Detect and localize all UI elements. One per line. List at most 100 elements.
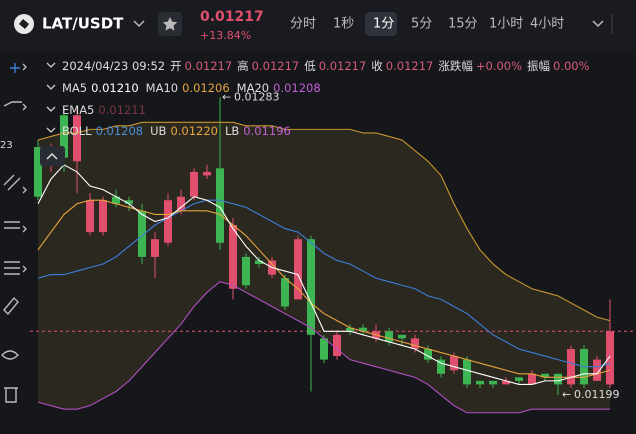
candle-body — [606, 331, 614, 385]
info-label: 开 — [170, 59, 182, 73]
candle-body — [411, 338, 419, 349]
candle-body — [294, 239, 302, 300]
ruler-tool[interactable] — [3, 296, 19, 316]
low-arrow: ← — [562, 388, 571, 401]
candle-body — [346, 327, 354, 332]
indicator-legend: BOLL 0.01208 UB 0.01220 LB 0.01196 — [62, 124, 291, 138]
candle-body — [307, 239, 315, 335]
candle-body — [73, 115, 81, 162]
interval-tabs: 分时 1秒 1分 5分 15分 1小时 4小时 — [290, 12, 564, 36]
candle-body — [515, 377, 523, 381]
low-marker: 0.01199 — [574, 388, 620, 401]
candle-body — [359, 327, 367, 332]
chart: ← 0.01283← 0.01199 — [30, 91, 636, 414]
line-tool[interactable] — [3, 101, 22, 107]
info-label: 高 — [237, 59, 249, 73]
candle-body — [437, 359, 445, 374]
indicator-name: MA5 — [62, 81, 87, 95]
row-toggle[interactable] — [46, 84, 56, 90]
row-toggle[interactable] — [46, 106, 56, 112]
visibility-tool[interactable] — [1, 350, 19, 360]
symbol[interactable]: LAT/USDT — [42, 15, 124, 33]
candle-body — [385, 331, 393, 342]
indicator-value: 0.01196 — [243, 124, 291, 138]
candle-body — [554, 373, 562, 385]
indicator-line — [37, 164, 611, 385]
interval-tab[interactable]: 5分 — [411, 17, 432, 32]
indicator-name: MA20 — [237, 81, 269, 95]
indicator-name: LB — [225, 124, 239, 138]
interval-tab[interactable]: 1小时 — [489, 17, 523, 32]
info-label: 收 — [371, 59, 383, 73]
candle-body — [476, 380, 484, 385]
candle-body — [190, 171, 198, 197]
info-label: 振幅 — [527, 59, 550, 73]
active-tab — [365, 12, 397, 36]
left-toolbar — [1, 63, 27, 403]
candle-body — [450, 356, 458, 371]
indicator-value: 0.01208 — [273, 81, 321, 95]
indicator-name: BOLL — [62, 124, 92, 138]
candle-body — [255, 260, 263, 264]
candle-body — [177, 196, 185, 211]
ohlc-info: 2024/04/23 09:52 开 0.01217 高 0.01217 低 0.01217… — [62, 59, 590, 73]
info-value: 0.01217 — [319, 59, 367, 73]
fib-tool[interactable] — [3, 174, 21, 191]
indicator-legend: EMA5 0.01211 — [62, 103, 146, 117]
candle-body — [229, 225, 237, 289]
candle-body — [99, 200, 107, 233]
candle-body — [398, 334, 406, 339]
candle-body — [463, 359, 471, 385]
price-change: +13.84% — [200, 29, 251, 42]
delete-tool[interactable] — [4, 387, 18, 403]
info-label: 低 — [304, 59, 316, 73]
info-label: 涨跌幅 — [438, 59, 473, 73]
candle-body — [164, 200, 172, 243]
interval-tab[interactable]: 15分 — [448, 17, 478, 32]
indicator-name: EMA5 — [62, 103, 94, 117]
indicator-legend: MA5 0.01210 MA10 0.01206 MA20 0.01208 — [62, 81, 321, 95]
channel-tool[interactable] — [4, 221, 20, 229]
info-value: 0.00% — [553, 59, 590, 73]
candle-body — [138, 210, 146, 257]
more-intervals[interactable] — [592, 20, 604, 28]
indicator-value: 0.01220 — [170, 124, 218, 138]
collapse-icon — [46, 152, 58, 160]
info-date: 2024/04/23 09:52 — [62, 59, 165, 73]
candle-body — [86, 200, 94, 233]
indicator-value: 0.01210 — [91, 81, 139, 95]
candle-body — [281, 278, 289, 307]
collapse-legend[interactable] — [40, 146, 65, 166]
header-bar — [0, 0, 636, 50]
candle-body — [320, 338, 328, 360]
last-price: 0.01217 — [200, 9, 264, 25]
crosshair-tool[interactable] — [10, 63, 20, 73]
info-value: 0.01217 — [185, 59, 233, 73]
interval-tab[interactable]: 分时 — [290, 17, 316, 32]
row-toggle[interactable] — [46, 127, 56, 133]
interval-tab[interactable]: 4小时 — [530, 17, 564, 32]
candle-body — [424, 348, 432, 360]
candle-body — [541, 373, 549, 378]
candle-body — [593, 359, 601, 381]
interval-tab[interactable]: 1分 — [373, 17, 394, 32]
candle-body — [112, 196, 120, 204]
chart-legend: 2024/04/23 09:52 开 0.01217 高 0.01217 低 0.01217… — [46, 59, 590, 138]
indicator-value: 0.01206 — [182, 81, 230, 95]
candle-body — [489, 380, 497, 385]
candle-body — [528, 373, 536, 385]
symbol-dropdown[interactable] — [133, 20, 145, 28]
toolbar-label: 23 — [0, 140, 13, 151]
candle-body — [151, 239, 159, 257]
candle-body — [242, 256, 250, 286]
candle-body — [60, 115, 68, 158]
high-arrow: ← — [222, 91, 231, 104]
interval-tab[interactable]: 1秒 — [333, 17, 354, 32]
candle-body — [216, 168, 224, 243]
row-toggle[interactable] — [46, 62, 56, 68]
pattern-tool[interactable] — [4, 261, 20, 275]
candle-body — [34, 147, 42, 197]
indicator-name: UB — [150, 124, 166, 138]
toolbar-expand — [22, 63, 27, 273]
